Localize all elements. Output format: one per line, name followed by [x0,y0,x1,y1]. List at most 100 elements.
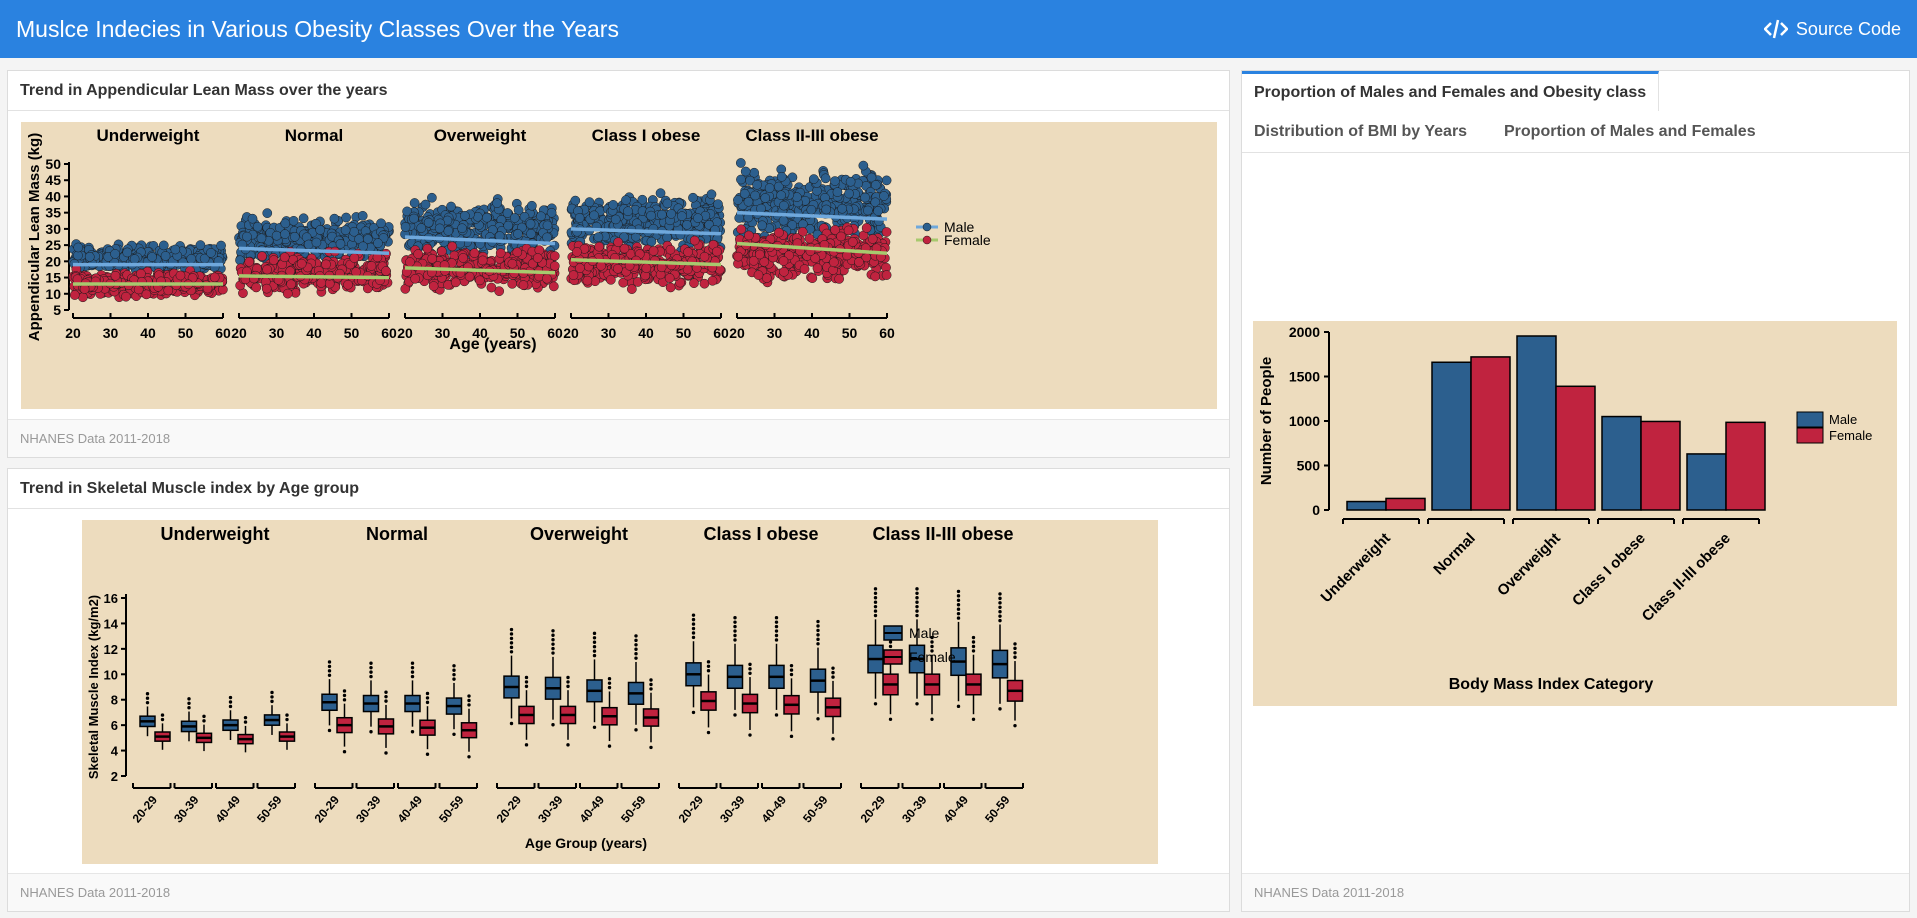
box-outlier [524,675,529,680]
x-tick-label: 50 [676,325,692,341]
box-outlier [816,624,820,628]
scatter-point [706,189,717,200]
scatter-point [778,215,789,226]
scatter-point [216,240,226,251]
scatter-point [879,191,889,201]
scatter-point [873,206,883,216]
box-outlier [691,631,696,635]
box-outlier [873,604,878,609]
scatter-point [776,190,786,201]
scatter-point [548,281,559,292]
scatter-point [834,274,845,284]
tab-bar: Proportion of Males and Females and Obes… [1242,71,1909,153]
scatter-point [73,242,84,253]
box-outlier [384,694,388,699]
box-outlier [998,605,1002,609]
y-tick-label: 5 [53,302,61,318]
box-outlier [509,632,514,636]
scatter-point [821,204,832,215]
panel-title: Underweight [160,524,269,544]
box-outlier [873,702,878,706]
panel-title: Underweight [97,126,200,145]
scatter-point [244,257,255,267]
x-tick-label: 20 [65,325,81,341]
scatter-point [475,275,485,286]
scatter-point [311,237,322,248]
y-tick-label: 2000 [1289,324,1320,340]
box-outlier [551,629,555,633]
scatter-point [460,210,470,221]
scatter-point [662,232,673,243]
box-outlier [551,651,555,655]
box-outlier [607,677,612,681]
x-tick-label: Class I obese [1569,530,1649,610]
scatter-point [512,247,523,258]
y-tick-label: 45 [45,172,61,188]
scatter-point [469,248,480,258]
scatter-point [847,237,858,247]
box-outlier [748,671,752,675]
x-tick-label: 40-49 [941,793,972,826]
scatter-point [863,205,873,216]
box-outlier [592,649,597,653]
scatter-point [206,247,216,258]
box-outlier [327,660,332,664]
box-outlier [915,587,919,591]
box-outlier [592,653,597,658]
box-outlier [592,725,597,730]
box-outlier [509,641,514,645]
box-outlier [634,647,638,651]
scatter-point [175,270,186,281]
scatter-point [420,199,431,210]
y-tick-label: 500 [1297,458,1321,474]
scatter-point [443,226,454,236]
box-outlier [566,680,570,684]
legend-swatch [1796,411,1824,428]
box-outlier [816,633,820,637]
x-tick-label: 30-39 [899,793,930,826]
scatter-point [774,227,784,238]
scatter-point [542,273,552,284]
box-outlier [816,637,820,642]
bar [1555,385,1596,511]
alm-card-footer: NHANES Data 2011-2018 [8,419,1229,457]
box-outlier [452,672,456,677]
tab-proportion-obesity[interactable]: Proportion of Males and Females and Obes… [1242,71,1660,111]
scatter-point [316,278,327,288]
x-tick-label: 50 [842,325,858,341]
box-outlier [691,626,696,631]
legend-label: Male [1829,412,1857,427]
box-outlier [956,598,961,602]
x-tick-label: 30 [103,325,119,341]
tab-bmi-distribution[interactable]: Distribution of BMI by Years [1254,123,1468,140]
source-code-link[interactable]: Source Code [1763,18,1901,40]
box-outlier [733,629,737,633]
tab-proportion-sex[interactable]: Proportion of Males and Females [1504,123,1756,140]
y-tick-label: 4 [111,744,119,759]
bar [1686,453,1727,511]
source-code-label: Source Code [1795,18,1901,39]
box-outlier [956,616,961,620]
x-tick-label: 50-59 [436,793,467,826]
box-outlier [956,603,961,607]
box-outlier [187,701,191,705]
scatter-point [779,266,789,277]
box-outlier [410,661,415,665]
scatter-point [713,199,723,210]
x-tick-label: Class II-III obese [1639,530,1734,625]
scatter-point [593,232,604,242]
smi-card: Trend in Skeletal Muscle index by Age gr… [7,468,1230,912]
box-outlier [1013,651,1017,655]
box-outlier [327,664,332,669]
scatter-point [286,279,296,290]
scatter-point [613,237,624,248]
y-tick-label: 50 [45,156,61,172]
box-outlier [956,607,961,611]
box-outlier [649,682,653,687]
x-tick-label: 40-49 [395,793,426,826]
scatter-point [739,188,750,199]
box-outlier [915,591,919,595]
trend-line [238,274,390,280]
scatter-point [492,198,502,209]
box-outlier [452,668,456,672]
